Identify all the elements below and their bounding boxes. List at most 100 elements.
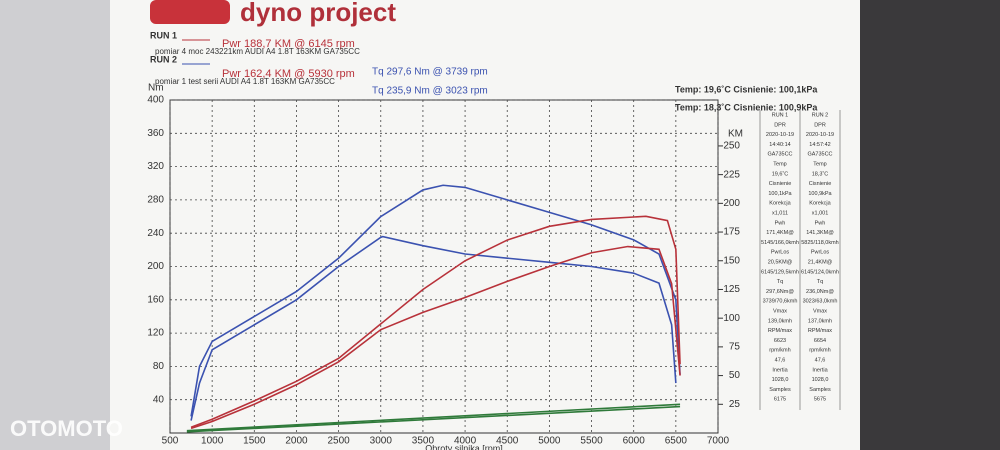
background-right xyxy=(860,0,1000,450)
run1-tq: Tq 297,6 Nm @ 3739 rpm xyxy=(372,67,488,78)
table-cell: x1,011 xyxy=(772,210,788,216)
run1-desc: pomiar 4 moc 243221km AUDI A4 1.8T 163KM… xyxy=(155,47,360,56)
table-cell: 236,0Nm@ xyxy=(806,289,834,295)
y-tick-label: 320 xyxy=(147,161,164,172)
run1-conditions: Temp: 19,6˚C Cisnienie: 100,1kPa xyxy=(675,84,818,94)
paper xyxy=(110,0,860,450)
table-cell: 18,3˚C xyxy=(812,170,829,177)
table-cell: Cisnienie xyxy=(769,181,792,187)
table-cell: Cisnienie xyxy=(809,181,832,187)
table-cell: DPR xyxy=(814,122,826,128)
curve xyxy=(190,215,681,429)
table-cell: Tq xyxy=(817,279,823,285)
x-tick-label: 1000 xyxy=(201,436,224,447)
table-cell: 297,6Nm@ xyxy=(766,289,794,295)
table-cell: 5145/166,0kmh xyxy=(761,240,799,246)
y2-tick-label: 125 xyxy=(723,284,740,295)
table-cell: 14:40:14 xyxy=(769,142,790,148)
table-cell: Inertia xyxy=(812,367,828,373)
run2-pwr: Pwr 162,4 KM @ 5930 rpm xyxy=(222,68,355,80)
table-cell: 14:57:42 xyxy=(809,142,830,148)
table-cell: Korekcja xyxy=(769,201,791,207)
x-tick-label: 3500 xyxy=(412,436,435,447)
y-tick-label: 240 xyxy=(147,228,164,239)
table-cell: 1028,0 xyxy=(772,377,789,383)
y2-tick-label: 75 xyxy=(729,342,741,353)
table-cell: Pwh xyxy=(775,220,786,226)
table-cell: Vmax xyxy=(813,308,827,314)
table-cell: Korekcja xyxy=(809,201,831,207)
y-tick-label: 280 xyxy=(147,195,164,206)
run1-label: RUN 1 xyxy=(150,30,177,40)
plot: 40 80 120 160 200 240 280 320 360 400 25 50 75 100 125… xyxy=(147,83,743,450)
y2-tick-label: 50 xyxy=(729,370,741,381)
curve xyxy=(190,235,677,421)
x-tick-label: 4000 xyxy=(454,436,477,447)
table-cell: 47,6 xyxy=(815,357,826,363)
x-tick-label: 6500 xyxy=(665,436,688,447)
run2-label: RUN 2 xyxy=(150,54,177,64)
y-tick-label: 120 xyxy=(147,328,164,339)
table-cell: 1028,0 xyxy=(812,377,829,383)
x-tick-label: 5000 xyxy=(538,436,561,447)
run2-tq: Tq 235,9 Nm @ 3023 rpm xyxy=(372,86,488,97)
table-cell: PwrLos xyxy=(811,250,830,256)
table-cell: Samples xyxy=(769,387,791,393)
y2-tick-label: 150 xyxy=(723,255,740,266)
table-cell: Pwh xyxy=(815,220,826,226)
table-cell: x1,001 xyxy=(812,210,829,216)
table-cell: 20,5KM@ xyxy=(768,259,793,265)
curve xyxy=(186,405,681,433)
table-cell: 139,0kmh xyxy=(768,318,792,324)
y2-tick-label: 100 xyxy=(723,313,740,324)
y-tick-label: 400 xyxy=(147,95,164,106)
table-cell: 47,6 xyxy=(775,357,786,363)
table-cell: 5675 xyxy=(814,397,826,403)
table-cell: 2020-10-19 xyxy=(806,132,834,138)
table-cell: 137,0kmh xyxy=(808,318,832,324)
curve xyxy=(186,403,681,432)
table-cell: 5825/118,0kmh xyxy=(801,240,839,246)
x-tick-label: 6000 xyxy=(623,436,646,447)
watermark: OTOMOTO xyxy=(10,416,123,441)
table-cell: RPM/max xyxy=(808,328,832,334)
x-tick-label: 3000 xyxy=(370,436,393,447)
x-tick-label: 5500 xyxy=(580,436,603,447)
table-cell: PwrLos xyxy=(771,250,790,256)
table-cell: Temp xyxy=(773,161,786,167)
y-tick-label: 360 xyxy=(147,128,164,139)
table-cell: 100,1kPa xyxy=(768,191,792,197)
y2-tick-label: 225 xyxy=(723,169,740,180)
run2-desc: pomiar 1 test serii AUDI A4 1.8T 163KM G… xyxy=(155,77,335,86)
table-cell: Samples xyxy=(809,387,831,393)
logo-badge xyxy=(150,0,230,24)
y-tick-label: 200 xyxy=(147,261,164,272)
table-cell: Inertia xyxy=(772,367,788,373)
run1-pwr: Pwr 188,7 KM @ 6145 rpm xyxy=(222,38,355,50)
y2-axis-label: KM xyxy=(728,129,743,140)
y-tick-label: 80 xyxy=(153,361,165,372)
table-cell: rpm/kmh xyxy=(809,348,830,354)
x-axis-label: Obroty silnika [rpm] xyxy=(425,443,503,450)
table-cell: 6623 xyxy=(774,338,786,344)
table-cell: GA735CC xyxy=(807,152,832,158)
x-tick-label: 2500 xyxy=(327,436,350,447)
table-cell: 6654 xyxy=(814,338,826,344)
table-cell: GA735CC xyxy=(767,152,792,158)
table-cell: 21,4KM@ xyxy=(808,259,833,265)
x-tick-label: 500 xyxy=(162,436,179,447)
table-cell: RUN 2 xyxy=(812,112,829,118)
table-cell: RUN 1 xyxy=(772,112,789,118)
table-cell: DPR xyxy=(774,122,786,128)
curve xyxy=(190,245,681,430)
table-cell: 3739/70,6kmh xyxy=(763,299,798,305)
logo: dyno project xyxy=(240,0,396,27)
y-axis-label: Nm xyxy=(148,83,164,94)
table-cell: 3023/63,0kmh xyxy=(803,299,838,305)
y2-tick-label: 175 xyxy=(723,227,740,238)
table-cell: 141,3KM@ xyxy=(806,230,834,236)
table-cell: Tq xyxy=(777,279,783,285)
table-cell: 6175 xyxy=(774,397,786,403)
table-cell: 19,6˚C xyxy=(772,170,789,177)
